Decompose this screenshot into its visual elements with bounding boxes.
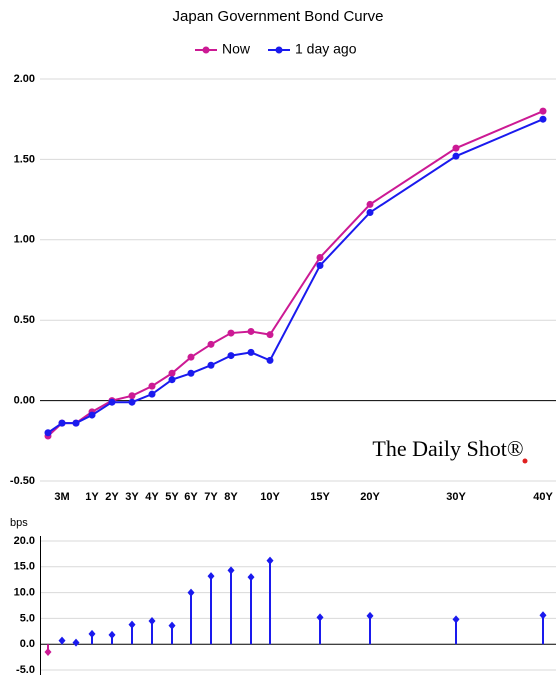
- legend-label: 1 day ago: [295, 41, 357, 57]
- point: [247, 327, 255, 335]
- stem-marker: [266, 556, 274, 565]
- stem-marker: [187, 588, 195, 597]
- legend-marker: [275, 46, 283, 54]
- x-tick-label: 6Y: [184, 491, 198, 503]
- stem-marker: [72, 638, 80, 647]
- point: [247, 348, 255, 356]
- x-tick-label: 2Y: [105, 491, 119, 503]
- x-tick-label: 7Y: [204, 491, 218, 503]
- y-tick-label: 20.0: [14, 535, 35, 547]
- stem-marker: [58, 636, 66, 645]
- y-tick-label: 2.00: [14, 73, 35, 85]
- stem-marker: [128, 620, 136, 629]
- point: [187, 353, 195, 361]
- point: [227, 329, 235, 337]
- y-tick-label: 0.50: [14, 314, 35, 326]
- point: [168, 376, 176, 384]
- point: [539, 115, 547, 123]
- y-tick-label: 10.0: [14, 587, 35, 599]
- x-tick-label: 10Y: [260, 491, 280, 503]
- x-tick-label: 5Y: [165, 491, 179, 503]
- x-tick-label: 4Y: [145, 491, 159, 503]
- point: [366, 208, 374, 216]
- legend-marker: [202, 46, 210, 54]
- watermark: The Daily Shot®: [372, 436, 523, 461]
- x-tick-label: 3Y: [125, 491, 139, 503]
- stem-marker: [108, 630, 116, 639]
- stem-marker: [227, 566, 235, 575]
- point: [128, 398, 136, 406]
- y-tick-label: 5.0: [20, 612, 35, 624]
- x-tick-label: 15Y: [310, 491, 330, 503]
- stem-marker: [316, 613, 324, 622]
- stem-marker: [366, 611, 374, 620]
- point: [88, 411, 96, 419]
- y-tick-label: 1.50: [14, 153, 35, 165]
- series-line: [47, 118, 544, 434]
- chart-title: Japan Government Bond Curve: [173, 8, 384, 25]
- stem-marker: [247, 573, 255, 582]
- stem-marker: [207, 572, 215, 581]
- point: [207, 340, 215, 348]
- point: [316, 253, 324, 261]
- point: [452, 152, 460, 160]
- y-tick-label: 1.00: [14, 234, 35, 246]
- point: [44, 429, 52, 437]
- stem-marker: [168, 621, 176, 630]
- x-tick-label: 30Y: [446, 491, 466, 503]
- point: [108, 398, 116, 406]
- point: [227, 352, 235, 360]
- x-tick-label: 20Y: [360, 491, 380, 503]
- point: [207, 361, 215, 369]
- x-tick-label: 8Y: [224, 491, 238, 503]
- y-tick-label: 0.00: [14, 395, 35, 407]
- point: [539, 107, 547, 115]
- stem-marker: [88, 629, 96, 638]
- point: [452, 144, 460, 152]
- y-tick-label: 0.0: [20, 638, 35, 650]
- point: [187, 369, 195, 377]
- y-tick-label: -5.0: [16, 664, 35, 675]
- watermark-dot: [522, 458, 528, 464]
- point: [266, 356, 274, 364]
- stem-marker: [452, 615, 460, 624]
- y-tick-label: -0.50: [10, 475, 35, 487]
- stem-marker: [539, 611, 547, 620]
- y-axis-label: bps: [10, 517, 28, 529]
- point: [366, 200, 374, 208]
- point: [168, 369, 176, 377]
- x-tick-label: 1Y: [85, 491, 99, 503]
- legend-label: Now: [222, 41, 251, 57]
- x-tick-label: 40Y: [533, 491, 553, 503]
- point: [316, 262, 324, 270]
- stem-marker: [148, 616, 156, 625]
- stem-marker: [44, 647, 52, 656]
- y-tick-label: 15.0: [14, 561, 35, 573]
- point: [128, 392, 136, 400]
- point: [72, 419, 80, 427]
- point: [148, 390, 156, 398]
- point: [58, 419, 66, 427]
- x-tick-label: 3M: [54, 491, 69, 503]
- point: [148, 382, 156, 390]
- point: [266, 331, 274, 339]
